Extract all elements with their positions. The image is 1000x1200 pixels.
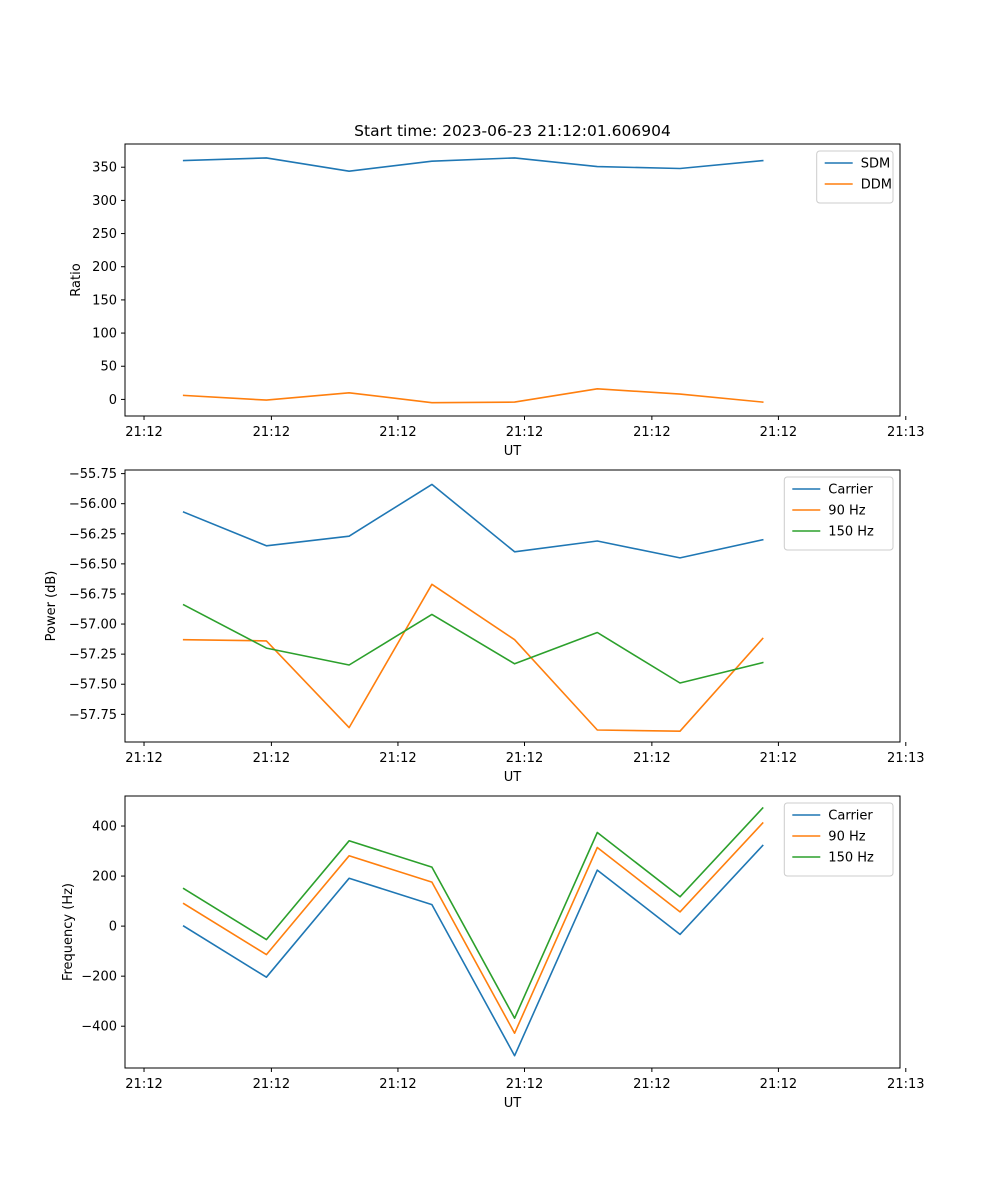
chart-panel-1: 0 50 100 150 200 250 300 350 21:12 21:12 21:12 21:1… <box>69 143 925 459</box>
x-axis-label: UT <box>504 444 522 459</box>
x-axis-label: UT <box>504 1096 522 1111</box>
figure-title: Start time: 2023-06-23 21:12:01.606904 <box>354 122 671 140</box>
legend-entry: 90 Hz <box>828 830 865 845</box>
series-line-carrier <box>182 844 764 1057</box>
y-tick-label: 0 <box>109 393 117 408</box>
y-tick-label: −56.75 <box>69 587 117 602</box>
y-axis-label: Frequency (Hz) <box>61 883 76 981</box>
chart-panel-2: −57.75 −57.50 −57.25 −57.00 −56.75 −56.50 −56.… <box>44 467 924 785</box>
y-tick-label: −56.00 <box>69 497 117 512</box>
x-tick-label: 21:13 <box>887 1077 924 1092</box>
x-tick-label: 21:12 <box>379 1077 416 1092</box>
y-tick-label: −56.50 <box>69 557 117 572</box>
legend-entry: SDM <box>861 157 890 172</box>
y-tick-label: −57.25 <box>69 648 117 663</box>
y-tick-label: 150 <box>92 293 117 308</box>
y-tick-label: 400 <box>92 820 117 835</box>
y-tick-label: 350 <box>92 161 117 176</box>
axes-frame <box>124 469 901 743</box>
series-line-ddm <box>182 387 764 404</box>
y-axis-label: Power (dB) <box>44 571 59 642</box>
x-tick-label: 21:12 <box>760 425 797 440</box>
axes-frame <box>124 795 901 1069</box>
y-tick-label: −200 <box>81 970 117 985</box>
legend-entry: DDM <box>861 178 892 193</box>
x-tick-label: 21:12 <box>379 425 416 440</box>
series-line-sdm <box>182 157 764 172</box>
y-tick-label: −57.75 <box>69 708 117 723</box>
x-tick-label: 21:12 <box>253 1077 290 1092</box>
series-line-carrier <box>182 483 764 559</box>
x-tick-label: 21:12 <box>633 1077 670 1092</box>
axes-frame <box>124 143 901 417</box>
y-tick-label: 50 <box>100 360 117 375</box>
legend-entry: 150 Hz <box>828 525 874 540</box>
chart-panel-3: −400 −200 0 200 400 21:12 21:12 21:12 21:12 21:12… <box>61 795 925 1111</box>
x-tick-label: 21:12 <box>760 751 797 766</box>
x-tick-label: 21:12 <box>506 751 543 766</box>
y-tick-label: 300 <box>92 194 117 209</box>
x-tick-label: 21:12 <box>125 425 162 440</box>
series-line-150-hz <box>182 806 764 1020</box>
legend-box <box>816 150 894 204</box>
y-axis-label: Ratio <box>69 263 84 296</box>
y-tick-label: 100 <box>92 327 117 342</box>
y-tick-label: 200 <box>92 260 117 275</box>
legend-entry: Carrier <box>828 483 873 498</box>
y-tick-label: −55.75 <box>69 467 117 482</box>
series-line-90-hz <box>182 583 764 733</box>
x-tick-label: 21:13 <box>887 751 924 766</box>
x-tick-label: 21:12 <box>253 751 290 766</box>
legend-entry: 150 Hz <box>828 851 874 866</box>
legend: Carrier 90 Hz 150 Hz <box>783 802 894 877</box>
x-tick-label: 21:13 <box>887 425 924 440</box>
x-axis-label: UT <box>504 770 522 785</box>
x-tick-label: 21:12 <box>760 1077 797 1092</box>
series-line-90-hz <box>182 821 764 1034</box>
x-tick-label: 21:12 <box>633 425 670 440</box>
legend: Carrier 90 Hz 150 Hz <box>783 476 894 551</box>
y-tick-label: 200 <box>92 870 117 885</box>
x-tick-label: 21:12 <box>125 751 162 766</box>
x-tick-label: 21:12 <box>125 1077 162 1092</box>
legend-entry: Carrier <box>828 809 873 824</box>
x-tick-label: 21:12 <box>506 425 543 440</box>
x-tick-label: 21:12 <box>253 425 290 440</box>
y-tick-label: 0 <box>109 920 117 935</box>
x-tick-label: 21:12 <box>379 751 416 766</box>
legend: SDM DDM <box>816 150 894 204</box>
y-tick-label: −57.50 <box>69 678 117 693</box>
y-tick-label: −57.00 <box>69 618 117 633</box>
y-tick-label: −56.25 <box>69 527 117 542</box>
series-line-150-hz <box>182 603 764 684</box>
x-tick-label: 21:12 <box>633 751 670 766</box>
y-tick-label: 250 <box>92 227 117 242</box>
legend-entry: 90 Hz <box>828 504 865 519</box>
x-tick-label: 21:12 <box>506 1077 543 1092</box>
y-tick-label: −400 <box>81 1020 117 1035</box>
panels: 0 50 100 150 200 250 300 350 21:12 21:12 21:12 21:1… <box>44 143 925 1111</box>
